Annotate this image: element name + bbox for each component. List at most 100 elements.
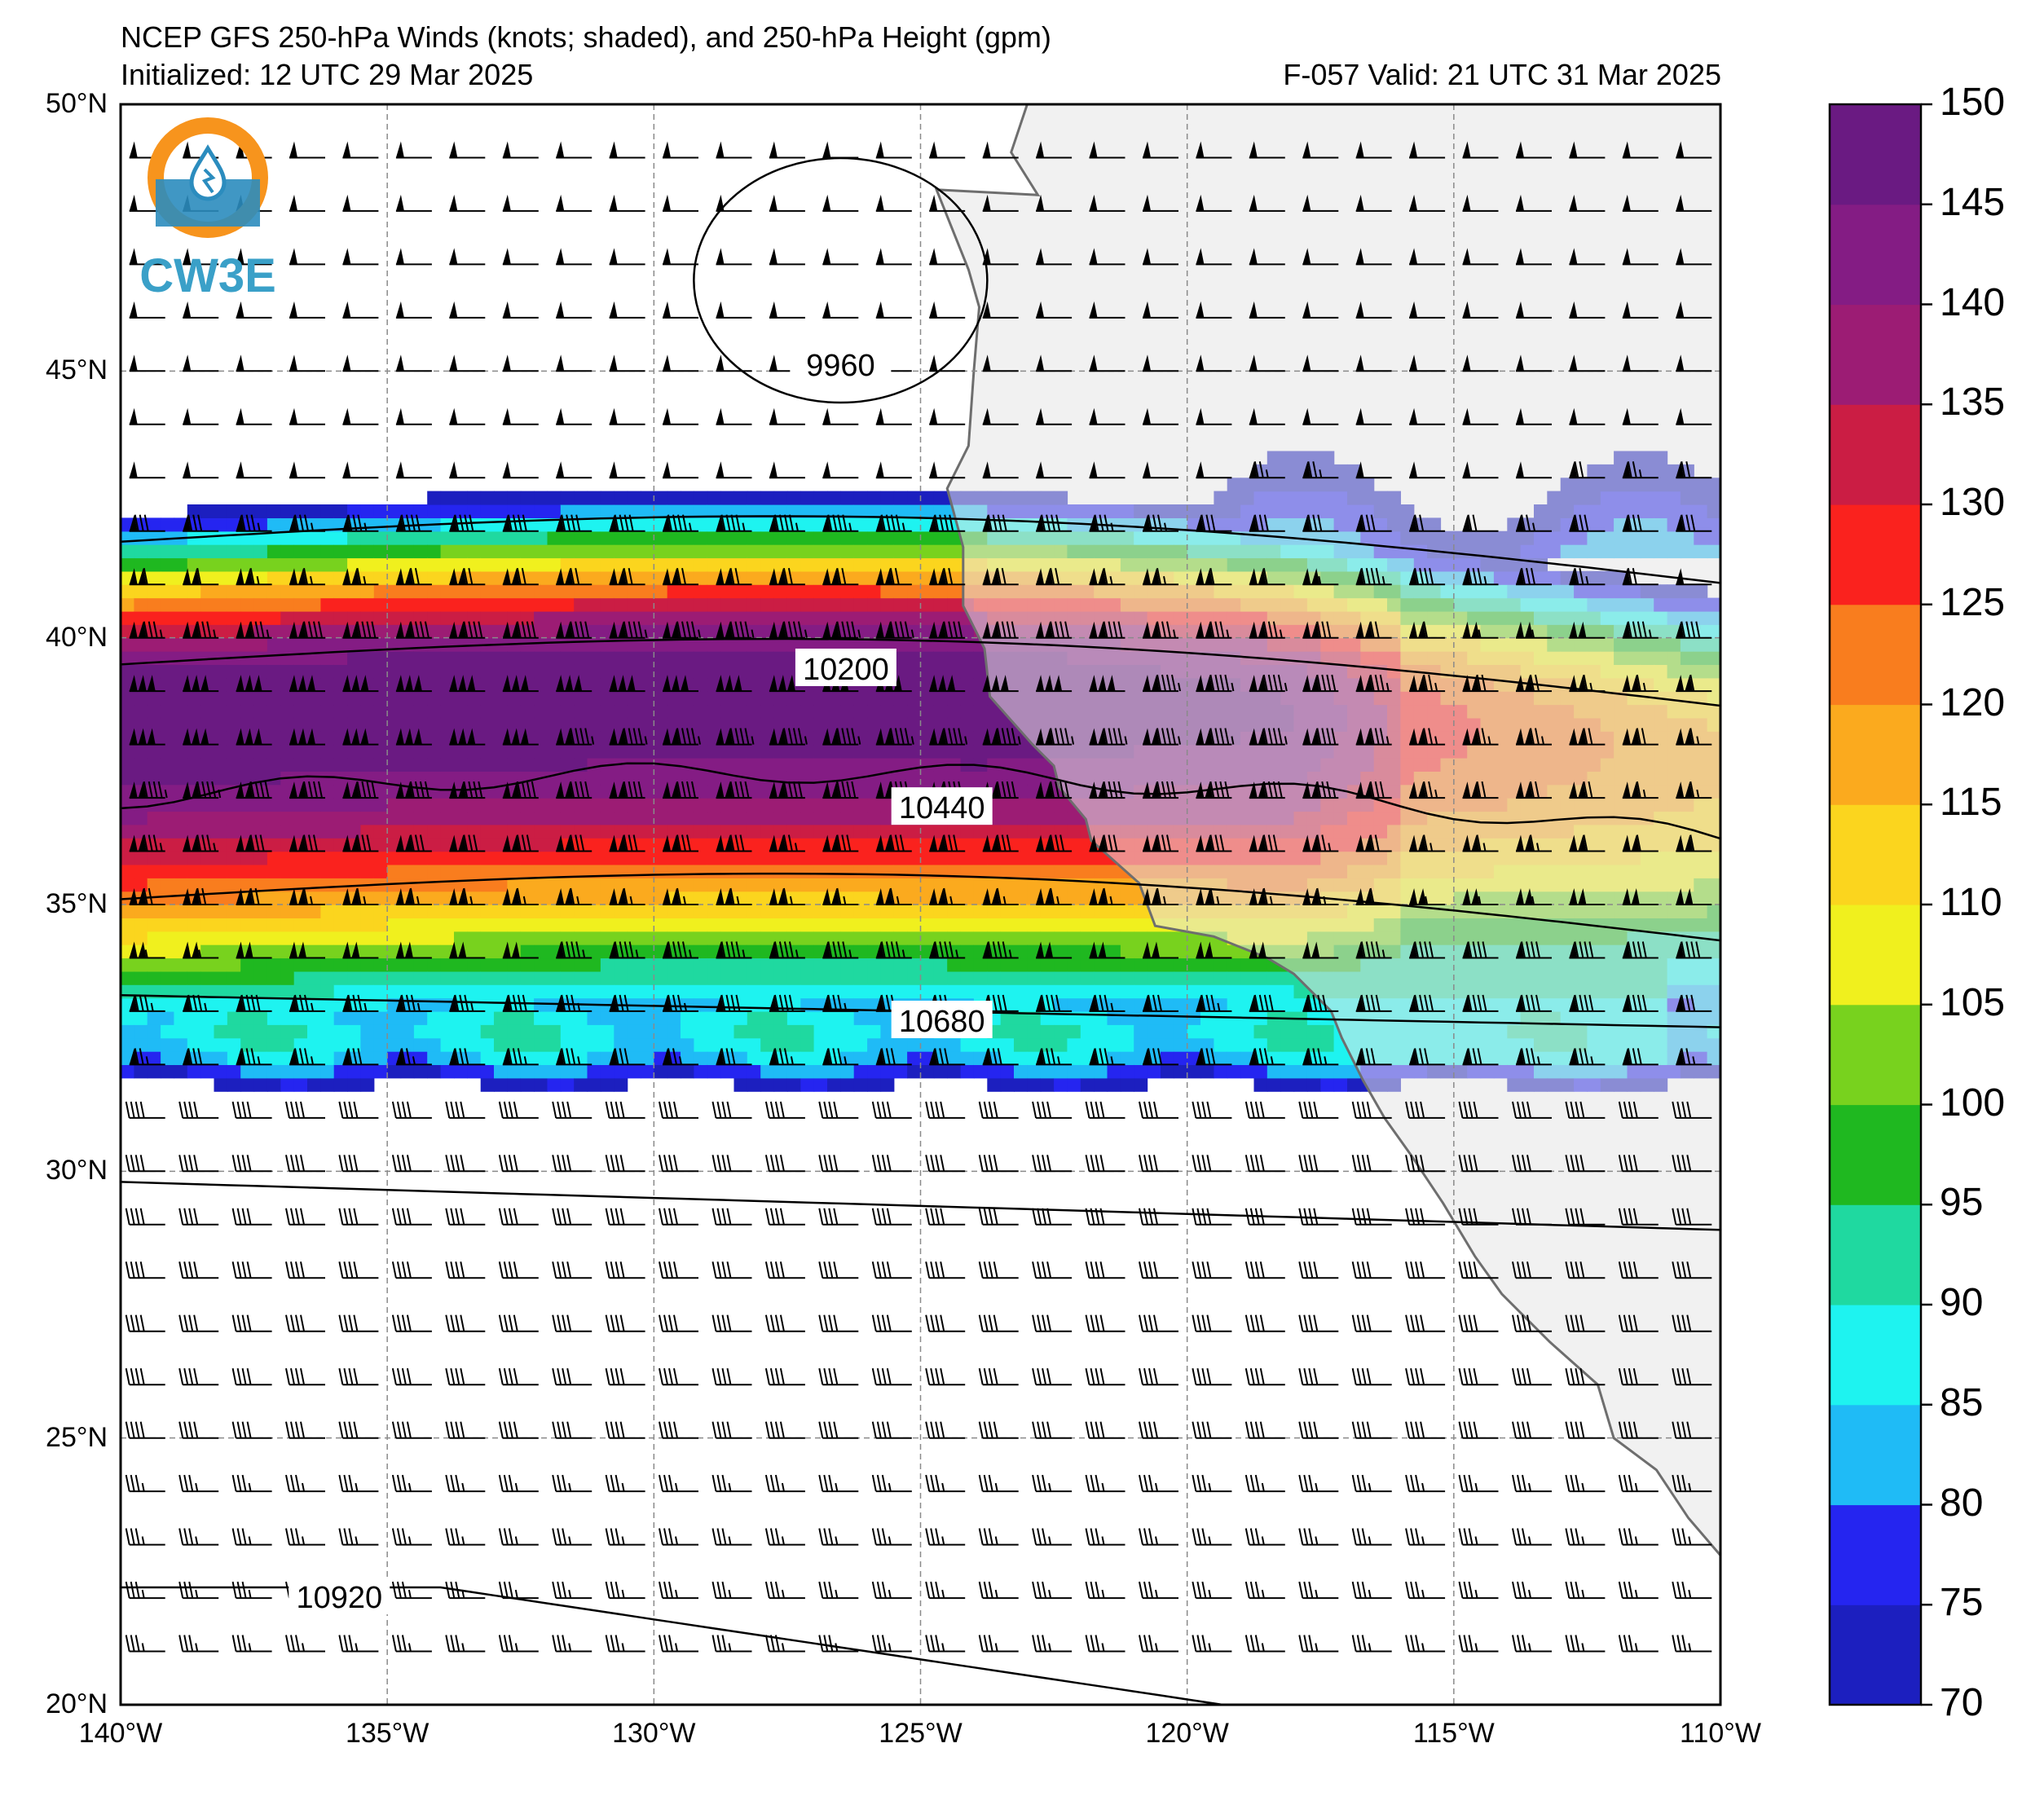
wind-speed-cell xyxy=(161,624,175,639)
wind-speed-cell xyxy=(720,864,735,878)
wind-speed-cell xyxy=(800,957,815,972)
wind-speed-cell xyxy=(293,811,308,825)
wind-speed-cell xyxy=(427,824,442,839)
wind-speed-cell xyxy=(747,851,761,865)
wind-speed-cell xyxy=(253,918,268,932)
wind-speed-cell xyxy=(1280,984,1295,999)
wind-speed-cell xyxy=(707,691,721,706)
wind-speed-cell xyxy=(733,811,748,825)
wind-speed-cell xyxy=(1333,1077,1348,1092)
wind-speed-cell xyxy=(400,717,415,732)
wind-speed-cell xyxy=(960,637,975,652)
wind-speed-cell xyxy=(560,717,575,732)
wind-speed-cell xyxy=(1147,1064,1161,1079)
wind-speed-cell xyxy=(574,504,588,518)
wind-speed-cell xyxy=(813,931,828,945)
wind-speed-cell xyxy=(373,597,388,612)
wind-speed-cell xyxy=(333,931,348,945)
wind-speed-cell xyxy=(467,651,482,665)
wind-speed-cell xyxy=(293,530,308,545)
wind-speed-cell xyxy=(813,1064,828,1079)
wind-speed-cell xyxy=(641,824,654,839)
wind-speed-cell xyxy=(760,931,775,945)
wind-speed-cell xyxy=(600,851,615,865)
wind-speed-cell xyxy=(840,691,855,706)
wind-speed-cell xyxy=(920,491,935,505)
wind-speed-cell xyxy=(907,971,922,985)
wind-speed-cell xyxy=(1214,1024,1228,1039)
wind-speed-cell xyxy=(1134,1010,1148,1025)
wind-speed-cell xyxy=(960,691,975,706)
wind-speed-cell xyxy=(293,717,308,732)
wind-speed-cell xyxy=(427,597,442,612)
wind-speed-cell xyxy=(280,918,295,932)
wind-speed-cell xyxy=(800,491,815,505)
wind-speed-cell xyxy=(1187,1037,1201,1052)
wind-speed-cell xyxy=(1014,798,1028,812)
wind-speed-cell xyxy=(320,1010,335,1025)
wind-speed-cell xyxy=(494,504,508,518)
wind-speed-cell xyxy=(733,664,748,679)
wind-speed-cell xyxy=(600,1024,615,1039)
wind-speed-cell xyxy=(214,824,228,839)
wind-speed-cell xyxy=(1014,1010,1028,1025)
wind-speed-cell xyxy=(214,957,228,972)
wind-speed-cell xyxy=(1187,984,1201,999)
wind-speed-cell xyxy=(720,905,735,918)
wind-speed-cell xyxy=(440,758,455,772)
wind-speed-cell xyxy=(267,878,281,892)
wind-speed-cell xyxy=(161,957,175,972)
wind-speed-cell xyxy=(547,1037,562,1052)
wind-speed-cell xyxy=(174,824,188,839)
wind-speed-cell xyxy=(1120,944,1134,959)
wind-speed-cell xyxy=(200,984,215,999)
wind-speed-cell xyxy=(413,530,428,545)
wind-speed-cell xyxy=(907,1051,922,1065)
wind-speed-cell xyxy=(200,1010,215,1025)
wind-speed-cell xyxy=(1054,1051,1068,1065)
wind-speed-cell xyxy=(280,798,295,812)
wind-speed-cell xyxy=(520,878,535,892)
wind-speed-cell xyxy=(1094,1010,1108,1025)
wind-speed-cell xyxy=(373,1010,388,1025)
wind-speed-cell xyxy=(933,610,948,625)
wind-speed-cell xyxy=(240,1010,255,1025)
wind-speed-cell xyxy=(253,1077,268,1092)
wind-speed-cell xyxy=(253,811,268,825)
wind-speed-cell xyxy=(454,984,468,999)
wind-speed-cell xyxy=(467,984,482,999)
wind-speed-cell xyxy=(1040,824,1055,839)
wind-speed-cell xyxy=(454,957,468,972)
wind-speed-cell xyxy=(200,544,215,559)
wind-speed-cell xyxy=(121,597,134,612)
wind-speed-cell xyxy=(1014,811,1028,825)
wind-speed-cell xyxy=(1280,1064,1295,1079)
wind-speed-cell xyxy=(320,544,335,559)
wind-speed-cell xyxy=(880,704,895,719)
wind-speed-cell xyxy=(747,744,761,759)
wind-speed-cell xyxy=(867,957,882,972)
wind-speed-cell xyxy=(507,851,522,865)
wind-speed-cell xyxy=(694,811,708,825)
wind-speed-cell xyxy=(987,704,1002,719)
wind-speed-cell xyxy=(813,878,828,892)
wind-speed-cell xyxy=(654,798,668,812)
wind-speed-cell xyxy=(121,771,134,786)
wind-speed-cell xyxy=(280,704,295,719)
wind-speed-cell xyxy=(694,1024,708,1039)
wind-speed-cell xyxy=(494,557,508,572)
wind-speed-cell xyxy=(161,864,175,878)
wind-speed-cell xyxy=(654,664,668,679)
wind-speed-cell xyxy=(373,851,388,865)
wind-speed-cell xyxy=(733,651,748,665)
wind-speed-cell xyxy=(760,1077,775,1092)
wind-speed-cell xyxy=(1094,918,1108,932)
wind-speed-cell xyxy=(480,744,495,759)
wind-speed-cell xyxy=(587,905,601,918)
wind-speed-cell xyxy=(121,957,134,972)
wind-speed-cell xyxy=(1040,811,1055,825)
wind-speed-cell xyxy=(827,1077,841,1092)
wind-speed-cell xyxy=(560,1077,575,1092)
wind-speed-cell xyxy=(1266,971,1281,985)
wind-speed-cell xyxy=(600,984,615,999)
